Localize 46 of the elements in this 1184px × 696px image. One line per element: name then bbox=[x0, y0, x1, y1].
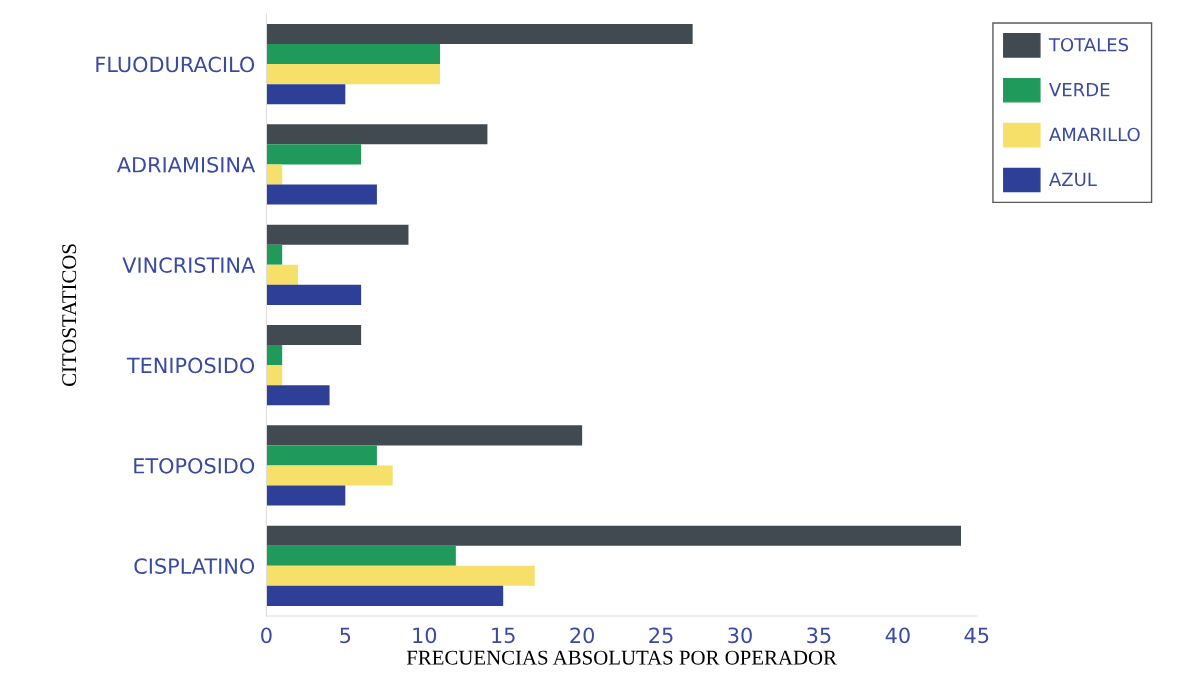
legend-label: TOTALES bbox=[1048, 37, 1129, 52]
bar bbox=[266, 64, 441, 85]
bar bbox=[266, 124, 488, 145]
x-tick-label: 20 bbox=[570, 627, 594, 644]
x-tick-label: 10 bbox=[413, 627, 437, 644]
legend-label: VERDE bbox=[1049, 83, 1110, 97]
x-tick-label: 30 bbox=[728, 627, 752, 644]
bar bbox=[266, 324, 362, 346]
bar bbox=[266, 44, 441, 65]
bar bbox=[266, 465, 393, 486]
bar bbox=[266, 224, 409, 245]
y-axis-title: CITOSTATICOS bbox=[62, 244, 77, 386]
bar bbox=[266, 244, 283, 265]
bar bbox=[266, 365, 283, 386]
y-tick-label: FLUODURACILO bbox=[96, 56, 255, 73]
bar bbox=[266, 545, 456, 566]
x-tick-label: 25 bbox=[649, 627, 673, 644]
y-tick-label: VINCRISTINA bbox=[122, 257, 256, 273]
bar bbox=[266, 264, 298, 285]
bar bbox=[266, 23, 693, 45]
x-tick-label: 45 bbox=[964, 627, 989, 644]
x-tick-label: 40 bbox=[885, 627, 910, 644]
x-tick-label: 0 bbox=[261, 627, 272, 644]
bar bbox=[266, 525, 962, 546]
y-tick-label: TENIPOSIDO bbox=[126, 357, 255, 374]
bar bbox=[266, 164, 283, 185]
legend-label: AMARILLO bbox=[1049, 127, 1140, 142]
bar bbox=[266, 184, 377, 205]
bar bbox=[266, 84, 346, 105]
legend-label: AZUL bbox=[1049, 172, 1097, 187]
bar bbox=[266, 284, 362, 305]
bar bbox=[266, 485, 346, 506]
y-tick-label: ADRIAMISINA bbox=[116, 156, 256, 173]
bar bbox=[266, 144, 362, 165]
x-tick-label: 35 bbox=[807, 627, 831, 644]
bar bbox=[266, 425, 583, 446]
y-tick-label: CISPLATINO bbox=[134, 558, 255, 574]
bar bbox=[266, 565, 535, 586]
x-tick-label: 15 bbox=[492, 627, 515, 644]
x-tick-label: 5 bbox=[340, 627, 351, 644]
bar bbox=[266, 585, 504, 606]
bar bbox=[266, 385, 330, 406]
bar bbox=[266, 445, 377, 466]
x-axis-title: FRECUENCIAS ABSOLUTAS POR OPERADOR bbox=[406, 650, 837, 665]
bar bbox=[266, 345, 283, 366]
y-tick-label: ETOPOSIDO bbox=[134, 457, 255, 474]
